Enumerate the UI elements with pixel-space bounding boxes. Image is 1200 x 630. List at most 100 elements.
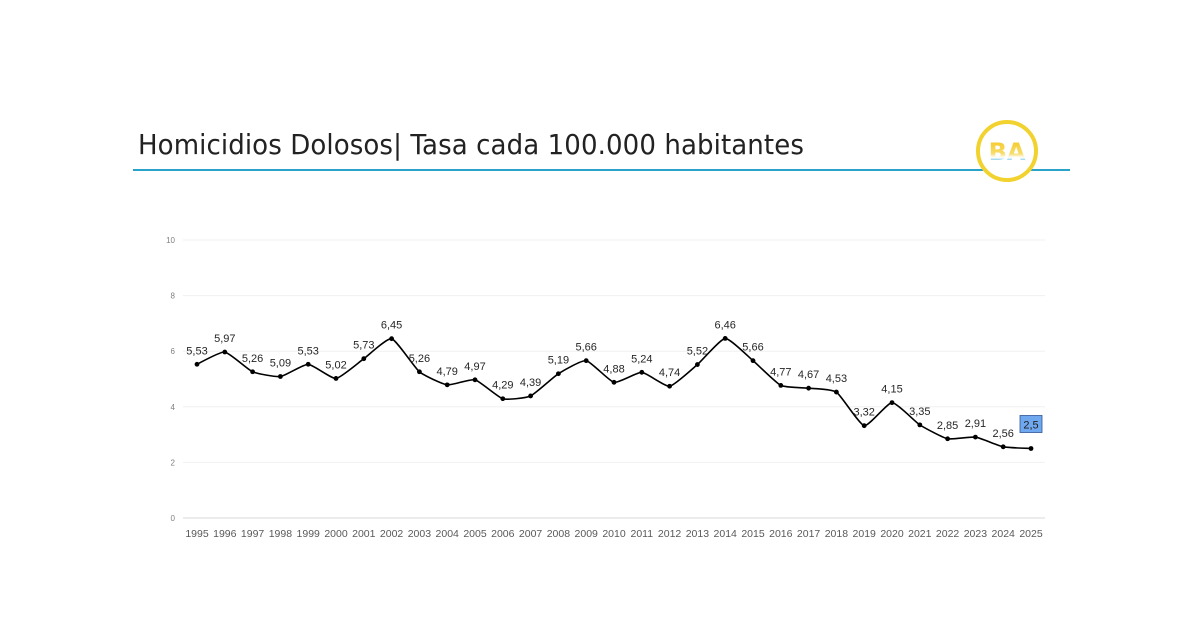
data-label: 6,46 (714, 319, 735, 331)
data-label: 5,53 (186, 345, 207, 357)
y-tick-label: 0 (171, 514, 176, 523)
data-label: 5,02 (325, 359, 346, 371)
y-tick-label: 8 (171, 292, 176, 301)
data-label: 5,09 (270, 357, 291, 369)
x-tick-label: 2004 (436, 528, 460, 540)
data-point (556, 371, 561, 377)
x-tick-label: 2005 (463, 528, 487, 540)
x-tick-label: 1999 (297, 528, 321, 540)
data-line (196, 337, 1032, 450)
x-tick-label: 2016 (769, 528, 793, 540)
data-point (750, 358, 756, 364)
data-point (667, 383, 672, 389)
data-label: 5,52 (687, 346, 708, 358)
data-point (1028, 446, 1034, 451)
x-tick-label: 2000 (324, 528, 348, 540)
x-tick-label: 1997 (241, 528, 265, 540)
data-points (194, 336, 1034, 451)
gridlines (183, 239, 1045, 519)
data-label: 5,97 (214, 333, 235, 345)
x-tick-label: 2024 (992, 528, 1016, 540)
x-tick-label: 2013 (686, 528, 710, 540)
data-label: 4,77 (770, 366, 791, 378)
data-point (222, 349, 228, 355)
data-label: 4,79 (436, 366, 457, 378)
y-tick-label: 10 (166, 236, 175, 245)
y-tick-label: 6 (171, 347, 176, 356)
data-label: 5,66 (742, 342, 763, 354)
data-label: 2,56 (992, 428, 1013, 440)
data-point (194, 361, 200, 367)
x-tick-label: 2018 (825, 528, 849, 540)
y-axis-labels: 0 2 4 6 8 10 (166, 236, 175, 523)
data-label-highlighted: 2,5 (1023, 420, 1038, 432)
data-label: 4,88 (603, 363, 624, 375)
y-tick-label: 2 (171, 458, 176, 467)
x-tick-label: 2008 (547, 528, 571, 540)
x-tick-label: 2006 (491, 528, 515, 540)
data-label: 6,45 (381, 320, 402, 332)
title-underline (133, 169, 1070, 171)
data-point (583, 358, 589, 364)
data-point (611, 379, 617, 385)
data-label: 5,19 (548, 355, 569, 367)
data-point (806, 385, 811, 391)
x-tick-label: 2007 (519, 528, 543, 540)
x-tick-label: 1998 (269, 528, 293, 540)
ba-logo-icon: BA (976, 120, 1038, 182)
x-tick-label: 2001 (352, 528, 376, 540)
data-point (278, 374, 283, 379)
x-tick-label: 2002 (380, 528, 404, 540)
x-tick-label: 2025 (1019, 528, 1043, 540)
x-tick-label: 2022 (936, 528, 960, 540)
data-point (1000, 444, 1006, 450)
data-label: 3,32 (853, 407, 874, 419)
x-tick-label: 2023 (964, 528, 988, 540)
x-tick-label: 2017 (797, 528, 821, 540)
data-label: 4,53 (826, 373, 847, 385)
x-tick-label: 2012 (658, 528, 682, 540)
data-label: 5,24 (631, 353, 652, 365)
data-label: 3,35 (909, 406, 930, 418)
data-label: 2,91 (965, 418, 986, 430)
data-label: 5,73 (353, 340, 374, 352)
data-label: 5,66 (575, 342, 596, 354)
data-point (834, 389, 839, 395)
x-tick-label: 2011 (631, 528, 654, 540)
data-point (444, 382, 450, 388)
x-tick-label: 2009 (575, 528, 599, 540)
data-point (722, 336, 728, 341)
data-point (778, 382, 784, 388)
x-tick-label: 2019 (853, 528, 877, 540)
data-label: 4,29 (492, 380, 513, 392)
data-point (305, 361, 311, 367)
highlight-label-box (1019, 415, 1043, 433)
data-label: 4,15 (881, 384, 902, 396)
x-tick-label: 2010 (602, 528, 626, 540)
x-tick-label: 2014 (714, 528, 738, 540)
data-label: 5,53 (297, 345, 318, 357)
x-tick-label: 1996 (213, 528, 237, 540)
data-point (528, 393, 533, 399)
data-label: 4,39 (520, 377, 541, 389)
x-tick-label: 2020 (880, 528, 904, 540)
data-label: 5,26 (242, 353, 263, 365)
data-point (917, 422, 923, 428)
data-point (472, 377, 478, 383)
data-point (500, 396, 506, 402)
x-tick-label: 2021 (908, 528, 932, 540)
chart-title: Homicidios Dolosos| Tasa cada 100.000 ha… (138, 128, 804, 161)
data-point (889, 400, 895, 406)
logo-text: BA (989, 138, 1026, 166)
data-point (639, 369, 645, 375)
data-label: 4,74 (659, 367, 680, 379)
y-tick-label: 4 (171, 403, 176, 412)
data-point (389, 336, 394, 342)
data-point (973, 434, 978, 440)
data-point (695, 362, 700, 367)
x-axis-labels: 1995 1996 1997 1998 1999 2000 2001 2002 2003 2004… (185, 528, 1043, 540)
data-label: 5,26 (409, 353, 430, 365)
data-point (333, 376, 339, 381)
x-tick-label: 2003 (408, 528, 432, 540)
